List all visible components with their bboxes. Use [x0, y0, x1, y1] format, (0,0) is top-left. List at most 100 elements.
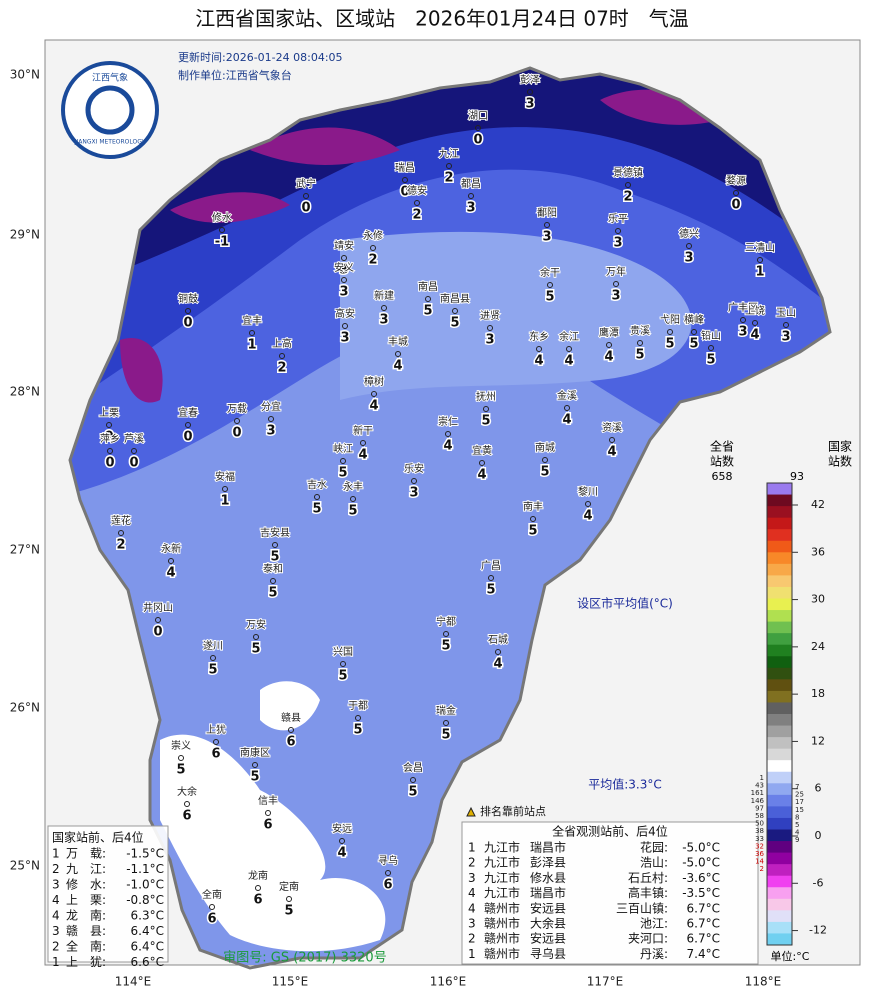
rank: 4: [52, 909, 60, 923]
station-name: 会昌: [403, 761, 423, 774]
legend-swatch: [767, 898, 792, 911]
station-value: 6: [211, 747, 220, 762]
station-name: 金溪: [557, 389, 577, 402]
site: 高丰镇:: [628, 885, 668, 900]
station-name: 永修: [363, 229, 383, 242]
station-name: 信丰: [258, 794, 278, 807]
station-value: 3: [339, 285, 348, 300]
county: 安远县: [530, 931, 566, 946]
legend-count: 658: [712, 470, 733, 483]
station-name: 湖口: [468, 110, 488, 122]
rank: 2: [468, 856, 476, 870]
station-dot: [733, 190, 739, 196]
rank: 4: [468, 901, 476, 915]
station-name: 余干: [540, 266, 560, 279]
city: 赣州市: [484, 946, 520, 961]
station-name: 余江: [559, 330, 579, 343]
station-value: 4: [477, 468, 486, 483]
station-name: 鹰潭: [599, 326, 619, 339]
legend-frame: [766, 482, 793, 946]
station-name: 铅山: [701, 329, 721, 342]
rank: 1: [468, 841, 476, 855]
rank: 1: [468, 947, 476, 961]
station-value: 5: [441, 639, 450, 654]
station-dot: [234, 418, 240, 424]
station-dot: [355, 715, 361, 721]
station-dot: [637, 340, 643, 346]
station-value: 5: [528, 524, 537, 539]
station-value: 1: [247, 338, 256, 353]
approval: 审图号: GS (2017) 3320号: [223, 951, 386, 966]
station-name: 赣县: [281, 711, 301, 724]
station-dot: [425, 296, 431, 302]
station-value: 4: [369, 399, 378, 414]
station-value: 5: [441, 728, 450, 743]
station-value: 5: [176, 763, 185, 778]
station-dot: [371, 391, 377, 397]
station-value: 6: [286, 735, 295, 750]
legend-swatch: [767, 598, 792, 611]
station-dot: [340, 661, 346, 667]
station-name: 德兴: [679, 227, 699, 240]
station-dot: [615, 228, 621, 234]
legend-count: 93: [790, 470, 804, 483]
station-value: 4: [393, 359, 402, 374]
station-dot: [606, 342, 612, 348]
station-name: 兴国: [333, 646, 353, 658]
legend-swatch: [767, 644, 792, 657]
province-box-bg: [461, 821, 759, 965]
station-dot: [219, 227, 225, 233]
station-value: 5: [208, 663, 217, 678]
temp: -1.5°C: [126, 847, 164, 861]
legend-swatch: [767, 633, 792, 646]
station-name: 资溪: [602, 422, 622, 434]
legend-swatch: [767, 817, 792, 830]
station-name: 分宜: [261, 400, 281, 413]
lon-label: 117°E: [587, 975, 624, 989]
station-name: 瑞金: [436, 704, 456, 717]
station-value: 5: [348, 504, 357, 519]
station-dot: [691, 329, 697, 335]
station-value: 5: [270, 550, 279, 565]
station-dot: [184, 801, 190, 807]
province-count: 32: [755, 842, 764, 850]
station-name: 宜丰: [242, 314, 262, 327]
legend-tick-label: 36: [811, 545, 825, 558]
national-box-bg: [47, 825, 169, 963]
station-dot: [488, 575, 494, 581]
station-name: 吉水: [307, 479, 327, 491]
station-dot: [131, 448, 137, 454]
legend-swatch: [767, 771, 792, 784]
station-dot: [107, 448, 113, 454]
lon-label: 114°E: [115, 975, 152, 989]
station-name: 九江: [439, 148, 459, 160]
station-value: 5: [353, 723, 362, 738]
legend-swatch: [767, 864, 792, 877]
logo: [61, 61, 159, 159]
station-dot: [303, 193, 309, 199]
station-dot: [708, 345, 714, 351]
legend-swatch: [767, 702, 792, 715]
station-name: 武宁: [296, 177, 316, 190]
national-count: 8: [795, 813, 799, 821]
legend-swatch: [767, 563, 792, 576]
legend-swatch: [767, 610, 792, 623]
station-name: 新干: [353, 424, 373, 437]
station-value: 3: [738, 325, 747, 340]
station-value: 3: [266, 424, 275, 439]
station: 九 江:: [66, 862, 106, 876]
station-name: 莲花: [111, 514, 131, 527]
legend-tick-label: 42: [811, 498, 825, 511]
field-white: [160, 681, 386, 952]
station-dot: [585, 501, 591, 507]
temp: 6.6°C: [131, 955, 164, 969]
station-dot: [178, 755, 184, 761]
county: 修水县: [530, 870, 566, 885]
station-dot: [625, 182, 631, 188]
logo-bottom: JIANGXI METEOROLOGY: [74, 139, 146, 146]
station-name: 万年: [606, 265, 626, 278]
station-value: 1: [220, 494, 229, 509]
station-dot: [213, 739, 219, 745]
station-dot: [757, 257, 763, 263]
legend-swatch: [767, 748, 792, 761]
